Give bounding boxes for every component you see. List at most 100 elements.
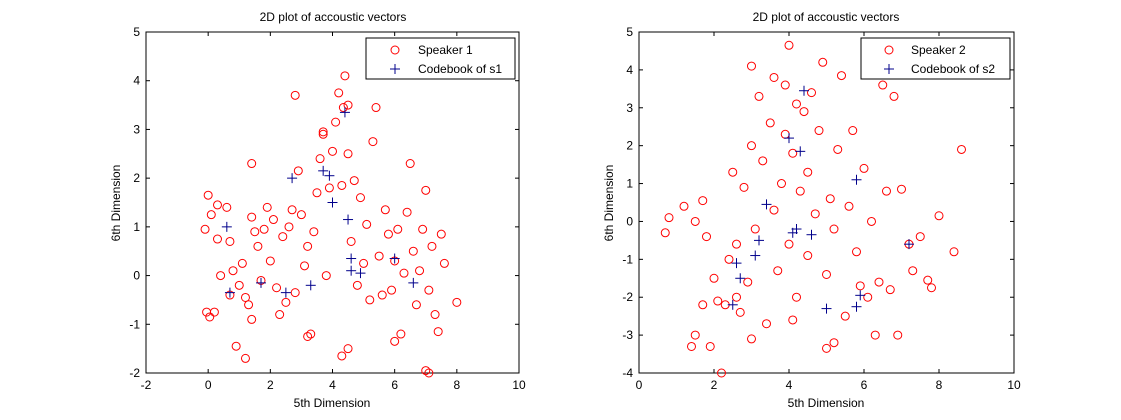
left-speaker-point xyxy=(225,236,235,246)
left-speaker-point xyxy=(244,300,254,310)
left-speaker-point xyxy=(390,336,400,346)
right-speaker-point xyxy=(762,319,771,329)
right-speaker-point xyxy=(893,330,903,340)
left-speaker-point xyxy=(281,297,291,307)
right-speaker-point xyxy=(739,182,749,192)
right-codebook-point xyxy=(855,290,866,301)
left-speaker-point xyxy=(377,290,387,300)
left-codebook-point xyxy=(346,253,357,264)
left-speaker-point xyxy=(300,261,310,271)
right-speaker-point xyxy=(795,186,805,196)
left-x-tick-label: -2 xyxy=(141,378,152,392)
left-ticks-layer: -2 0 2 4 6 8 10 -2 -1 0 1 2 3 4 5 xyxy=(129,25,526,392)
left-speaker-point xyxy=(216,271,226,281)
right-speaker-point xyxy=(698,196,708,206)
right-x-tick-label: 10 xyxy=(1007,378,1021,392)
left-speaker-point xyxy=(268,215,278,225)
left-speaker-point xyxy=(250,227,260,237)
left-speaker-point xyxy=(436,229,446,239)
left-y-tick-label: 3 xyxy=(133,122,140,136)
left-codebook-point xyxy=(343,214,354,225)
left-speaker-point xyxy=(253,241,263,251)
right-speaker-point xyxy=(889,91,899,101)
left-data-layer xyxy=(200,71,462,378)
left-speaker-point xyxy=(237,258,247,268)
right-speaker-point xyxy=(773,266,783,276)
right-codebook-point xyxy=(904,239,914,250)
left-speaker-point xyxy=(293,166,303,176)
right-speaker-point xyxy=(660,228,670,238)
left-speaker-point xyxy=(306,329,316,339)
right-legend-label-codebook-s2: Codebook of s2 xyxy=(911,62,995,76)
left-speaker-point xyxy=(396,329,406,339)
left-speaker-point xyxy=(318,127,328,137)
right-speaker-point xyxy=(833,144,843,154)
right-speaker-point xyxy=(788,148,798,158)
left-speaker-point xyxy=(234,280,244,290)
right-x-tick-label: 2 xyxy=(711,378,718,392)
left-y-tick-label: -2 xyxy=(129,366,140,380)
right-codebook-point xyxy=(851,174,862,185)
left-speaker-point xyxy=(337,351,347,361)
right-speaker-point xyxy=(747,61,756,71)
left-codebook-point xyxy=(318,165,329,176)
right-speaker-point xyxy=(848,126,858,136)
left-speaker-point xyxy=(222,202,232,212)
right-speaker-point xyxy=(784,239,794,249)
left-x-axis-label: 5th Dimension xyxy=(294,396,371,410)
right-speaker-point xyxy=(882,186,891,196)
right-speaker-point xyxy=(915,232,925,242)
left-speaker-point xyxy=(321,271,331,281)
left-speaker-point xyxy=(430,310,440,320)
right-x-tick-label: 0 xyxy=(636,378,643,392)
left-speaker-point xyxy=(439,258,449,268)
left-speaker-point xyxy=(405,159,415,169)
left-speaker-point xyxy=(393,224,403,234)
right-speaker-point xyxy=(732,239,741,249)
right-codebook-point xyxy=(851,301,862,312)
left-speaker-point xyxy=(318,129,328,139)
left-speaker-point xyxy=(312,188,322,198)
right-speaker-point xyxy=(747,141,756,151)
right-codebook-point xyxy=(784,133,794,144)
right-speaker-point xyxy=(927,283,936,293)
right-codebook-point xyxy=(735,273,746,284)
right-speaker-point xyxy=(908,266,918,276)
right-speaker-point xyxy=(840,311,850,321)
left-speaker-point xyxy=(212,234,222,244)
right-speaker-point xyxy=(949,247,959,257)
right-x-tick-label: 8 xyxy=(936,378,943,392)
right-speaker-point xyxy=(825,194,835,204)
left-speaker-point xyxy=(334,88,344,98)
left-speaker-point xyxy=(355,193,365,203)
right-y-tick-label: -4 xyxy=(622,366,633,380)
right-speaker-point xyxy=(690,330,700,340)
left-x-tick-label: 6 xyxy=(391,378,398,392)
right-y-tick-label: 4 xyxy=(626,63,633,77)
right-speaker-point xyxy=(878,80,888,90)
left-speaker-point xyxy=(205,312,215,322)
left-speaker-point xyxy=(247,159,257,169)
left-speaker-point xyxy=(365,295,375,305)
left-codebook-point xyxy=(327,197,338,208)
left-speaker-point xyxy=(368,137,378,147)
left-speaker-point xyxy=(284,222,294,232)
right-data-layer xyxy=(660,40,966,378)
right-y-axis-label: 6th Dimension xyxy=(602,165,616,242)
right-speaker-point xyxy=(803,251,813,261)
right-codebook-point xyxy=(799,85,809,96)
left-y-tick-label: 5 xyxy=(133,25,140,39)
right-speaker-point xyxy=(732,292,741,302)
left-speaker-point xyxy=(424,368,434,378)
left-speaker-point xyxy=(343,344,353,354)
left-speaker-point xyxy=(402,207,412,217)
left-speaker-point xyxy=(374,251,384,261)
left-x-tick-label: 0 xyxy=(205,378,212,392)
left-codebook-point xyxy=(339,107,350,118)
left-chart-title: 2D plot of accoustic vectors xyxy=(260,10,407,24)
left-speaker-point xyxy=(421,366,431,376)
left-y-tick-label: 2 xyxy=(133,171,140,185)
left-speaker-point xyxy=(343,100,353,110)
right-speaker-point xyxy=(687,341,696,351)
right-speaker-point xyxy=(807,88,816,98)
